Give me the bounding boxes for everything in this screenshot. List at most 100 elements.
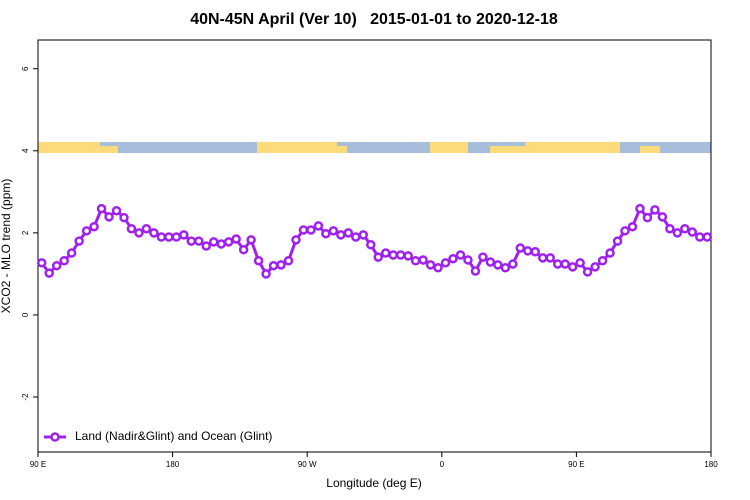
point <box>179 230 189 240</box>
point <box>186 236 197 246</box>
x-tick-label: 180 <box>704 460 718 469</box>
y-tick-label: 2 <box>21 230 30 235</box>
point <box>358 230 369 240</box>
point <box>680 224 690 234</box>
point <box>366 240 376 250</box>
point <box>171 232 182 242</box>
point <box>268 260 279 271</box>
point <box>575 258 585 268</box>
point <box>657 212 668 222</box>
point <box>306 225 316 235</box>
legend-label: Land (Nadir&Glint) and Ocean (Glint) <box>75 429 272 443</box>
point <box>687 227 698 237</box>
point <box>149 228 159 238</box>
point <box>388 250 398 260</box>
point <box>321 228 331 239</box>
point <box>313 221 324 231</box>
point <box>695 232 705 242</box>
point <box>201 241 211 251</box>
point <box>500 262 511 273</box>
point <box>582 267 593 277</box>
point <box>597 256 608 266</box>
x-tick-label: 90 W <box>298 460 317 469</box>
x-tick-label: 0 <box>440 460 445 469</box>
x-tick-label: 90 E <box>30 460 46 469</box>
point <box>395 250 406 260</box>
point <box>530 246 541 257</box>
point <box>433 262 443 273</box>
point <box>51 260 62 271</box>
point <box>380 248 391 258</box>
land-ocean-strip <box>38 142 711 153</box>
point <box>126 224 137 234</box>
point <box>560 259 570 269</box>
point <box>403 251 413 261</box>
point <box>231 234 241 244</box>
point <box>590 262 600 272</box>
point <box>343 228 354 238</box>
point <box>642 212 653 223</box>
point <box>194 236 204 246</box>
point <box>650 205 660 215</box>
point <box>627 221 638 232</box>
point <box>104 212 114 222</box>
point <box>141 224 152 234</box>
point <box>119 212 129 223</box>
point <box>545 253 555 263</box>
x-axis-label: Longitude (deg E) <box>326 476 421 490</box>
point <box>59 256 69 266</box>
point <box>261 269 271 279</box>
point <box>208 237 219 247</box>
point <box>493 260 503 270</box>
point <box>74 236 84 246</box>
point <box>164 232 174 242</box>
y-tick-label: 0 <box>21 312 30 317</box>
point <box>410 256 421 266</box>
point <box>635 203 645 214</box>
point <box>672 228 683 238</box>
point <box>567 262 578 272</box>
point <box>351 232 361 242</box>
point <box>605 248 615 258</box>
point <box>515 243 526 253</box>
point <box>448 253 458 264</box>
chart-title: 40N-45N April (Ver 10) 2015-01-01 to 202… <box>190 11 558 28</box>
y-tick-label: 4 <box>21 148 30 153</box>
point <box>111 205 122 216</box>
point <box>470 266 481 276</box>
point <box>291 235 301 245</box>
point <box>523 246 533 256</box>
point <box>216 239 226 249</box>
point <box>552 259 563 269</box>
point <box>665 224 675 234</box>
point <box>373 252 383 262</box>
point <box>336 230 346 240</box>
point <box>440 258 451 268</box>
point <box>276 260 286 270</box>
y-axis-label: XCO2 - MLO trend (ppm) <box>0 179 13 314</box>
point <box>36 258 47 268</box>
point <box>702 232 713 242</box>
y-tick-label: 6 <box>21 66 30 71</box>
point <box>156 232 167 242</box>
point <box>81 226 92 236</box>
point <box>478 252 488 262</box>
point <box>508 259 518 269</box>
legend-marker <box>50 432 60 442</box>
point <box>246 235 256 245</box>
series-line <box>40 205 708 277</box>
point <box>620 226 630 236</box>
point <box>418 255 428 265</box>
point <box>485 257 496 267</box>
point <box>223 237 234 247</box>
point <box>44 268 54 278</box>
point <box>283 256 294 266</box>
point <box>96 203 107 214</box>
x-tick-label: 180 <box>166 460 180 469</box>
point <box>253 256 264 266</box>
point <box>612 236 623 246</box>
point <box>328 226 339 236</box>
point <box>538 253 548 263</box>
point <box>89 221 99 232</box>
